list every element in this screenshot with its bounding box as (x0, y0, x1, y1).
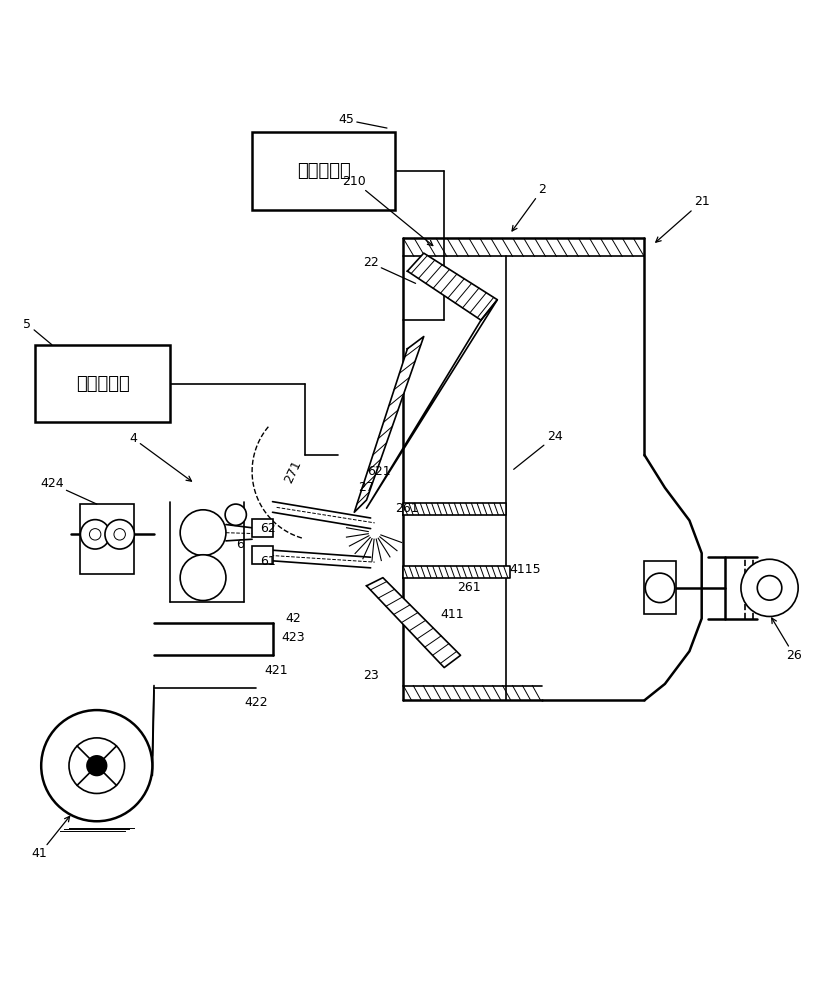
Text: 621: 621 (367, 465, 391, 478)
Text: 气体供应源: 气体供应源 (297, 162, 351, 180)
Circle shape (757, 576, 782, 600)
Circle shape (41, 710, 152, 821)
Bar (81, 504, 133, 574)
Circle shape (114, 529, 125, 540)
Bar (252, 546, 272, 564)
Circle shape (87, 756, 107, 775)
Text: 6: 6 (236, 538, 244, 551)
Polygon shape (403, 566, 509, 578)
Polygon shape (354, 337, 424, 512)
Text: 261: 261 (457, 581, 481, 594)
Bar (252, 519, 272, 537)
Circle shape (226, 504, 246, 525)
Circle shape (90, 529, 101, 540)
Text: 4115: 4115 (509, 563, 542, 576)
Text: 61: 61 (260, 555, 276, 568)
Polygon shape (366, 578, 461, 668)
Text: 22: 22 (363, 256, 416, 283)
Text: 24: 24 (514, 430, 562, 469)
Text: 422: 422 (244, 696, 268, 709)
Text: 27: 27 (359, 481, 374, 494)
Text: 21: 21 (656, 195, 709, 242)
Text: 5: 5 (23, 318, 52, 345)
Text: 271: 271 (282, 458, 304, 485)
Text: 62: 62 (260, 522, 276, 535)
Bar (35, 345, 170, 422)
Text: 2: 2 (512, 183, 546, 231)
Circle shape (180, 510, 226, 556)
Circle shape (180, 555, 226, 601)
Circle shape (105, 520, 134, 549)
Bar (644, 561, 676, 614)
Text: 41: 41 (32, 816, 70, 860)
Text: 411: 411 (440, 608, 464, 621)
Text: 421: 421 (265, 664, 288, 677)
Text: 4: 4 (130, 432, 192, 481)
Text: 23: 23 (363, 669, 379, 682)
Bar (252, 132, 395, 210)
Text: 45: 45 (338, 113, 387, 128)
Text: 424: 424 (40, 477, 97, 504)
Circle shape (69, 738, 124, 793)
Text: 电源供应器: 电源供应器 (76, 375, 130, 393)
Text: 423: 423 (281, 631, 305, 644)
Text: 261: 261 (395, 502, 419, 515)
Text: 210: 210 (342, 175, 433, 246)
Text: 26: 26 (772, 618, 802, 662)
Polygon shape (407, 253, 497, 320)
Text: 42: 42 (285, 612, 301, 625)
Polygon shape (403, 503, 505, 515)
Circle shape (645, 573, 675, 603)
Circle shape (81, 520, 109, 549)
Circle shape (741, 559, 798, 616)
